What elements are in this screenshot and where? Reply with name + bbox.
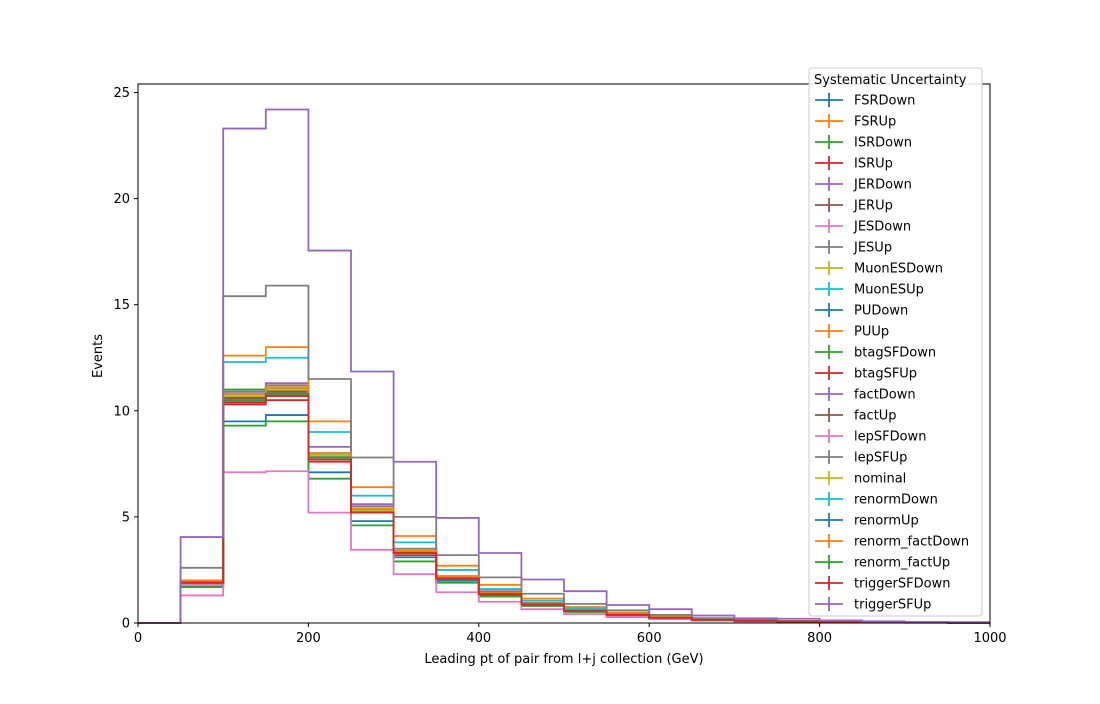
legend-label: renorm_factDown xyxy=(854,535,969,550)
x-axis-label: Leading pt of pair from l+j collection (… xyxy=(424,652,703,667)
legend-label: btagSFDown xyxy=(854,346,936,361)
legend-title: Systematic Uncertainty xyxy=(814,73,967,88)
legend-label: renorm_factUp xyxy=(854,556,950,571)
legend-label: triggerSFDown xyxy=(854,577,950,592)
x-tick-label: 200 xyxy=(296,631,321,646)
legend-item-factDown: factDown xyxy=(815,387,916,403)
legend-label: ISRUp xyxy=(854,157,893,172)
legend-label: FSRUp xyxy=(854,115,896,130)
legend-label: MuonESUp xyxy=(854,283,924,298)
legend-item-FSRUp: FSRUp xyxy=(815,114,896,130)
legend-label: JESDown xyxy=(853,220,911,235)
legend-item-ISRUp: ISRUp xyxy=(815,156,893,172)
y-tick-label: 20 xyxy=(113,192,130,207)
legend-item-btagSFDown: btagSFDown xyxy=(815,345,936,361)
legend-item-renorm_factUp: renorm_factUp xyxy=(815,555,950,571)
legend-label: factDown xyxy=(854,388,916,403)
legend-item-JERDown: JERDown xyxy=(815,177,912,193)
legend-item-ISRDown: ISRDown xyxy=(815,135,912,151)
legend-label: PUUp xyxy=(854,325,889,340)
legend-label: lepSFDown xyxy=(854,430,926,445)
legend-label: FSRDown xyxy=(854,94,915,109)
x-tick-label: 1000 xyxy=(973,631,1006,646)
legend-item-MuonESUp: MuonESUp xyxy=(815,282,924,298)
plot-frame xyxy=(137,83,991,624)
legend-item-renorm_factDown: renorm_factDown xyxy=(815,534,969,550)
legend-item-nominal: nominal xyxy=(815,471,906,487)
y-axis-label: Events xyxy=(91,334,106,378)
legend-label: MuonESDown xyxy=(854,262,943,277)
y-tick-label: 15 xyxy=(113,298,130,313)
y-tick-label: 5 xyxy=(122,510,130,525)
series-layer xyxy=(138,108,990,624)
x-tick-label: 600 xyxy=(637,631,662,646)
legend-label: JERDown xyxy=(853,178,912,193)
series-line-triggerSFDown xyxy=(138,395,990,624)
x-tick-label: 800 xyxy=(807,631,832,646)
legend-item-MuonESDown: MuonESDown xyxy=(815,261,943,277)
legend-item-PUDown: PUDown xyxy=(815,303,908,319)
legend-item-lepSFUp: lepSFUp xyxy=(815,450,907,466)
legend-label: triggerSFUp xyxy=(854,598,931,613)
legend-label: btagSFUp xyxy=(854,367,917,382)
x-tick-label: 0 xyxy=(134,631,142,646)
legend-label: lepSFUp xyxy=(854,451,907,466)
legend-label: PUDown xyxy=(854,304,908,319)
axes-layer: 0 200 400 600 800 1000 0 5 10 15 20 25 xyxy=(113,83,1007,646)
legend-label: factUp xyxy=(854,409,897,424)
legend-item-triggerSFDown: triggerSFDown xyxy=(815,576,950,592)
y-tick-label: 0 xyxy=(122,617,130,632)
legend-label: JESUp xyxy=(853,241,892,256)
legend-label: renormUp xyxy=(854,514,919,529)
y-tick-label: 10 xyxy=(113,404,130,419)
series-line-triggerSFUp xyxy=(138,108,990,624)
legend-item-renormDown: renormDown xyxy=(815,492,938,508)
legend-item-renormUp: renormUp xyxy=(815,513,919,529)
legend-label: JERUp xyxy=(853,199,893,214)
legend-item-triggerSFUp: triggerSFUp xyxy=(815,597,931,613)
legend-label: nominal xyxy=(854,472,906,487)
legend-item-factUp: factUp xyxy=(815,408,897,424)
y-tick-label: 25 xyxy=(113,86,130,101)
legend-item-FSRDown: FSRDown xyxy=(815,93,915,109)
legend-label: ISRDown xyxy=(854,136,912,151)
legend-item-PUUp: PUUp xyxy=(815,324,889,340)
legend-frame xyxy=(808,67,983,617)
legend: Systematic Uncertainty FSRDown FSRUp ISRDo… xyxy=(808,67,983,617)
legend-item-JERUp: JERUp xyxy=(815,198,893,214)
x-tick-label: 400 xyxy=(466,631,491,646)
legend-item-lepSFDown: lepSFDown xyxy=(815,429,926,445)
legend-label: renormDown xyxy=(854,493,938,508)
legend-item-btagSFUp: btagSFUp xyxy=(815,366,917,382)
legend-item-JESUp: JESUp xyxy=(815,240,892,256)
legend-item-JESDown: JESDown xyxy=(815,219,911,235)
